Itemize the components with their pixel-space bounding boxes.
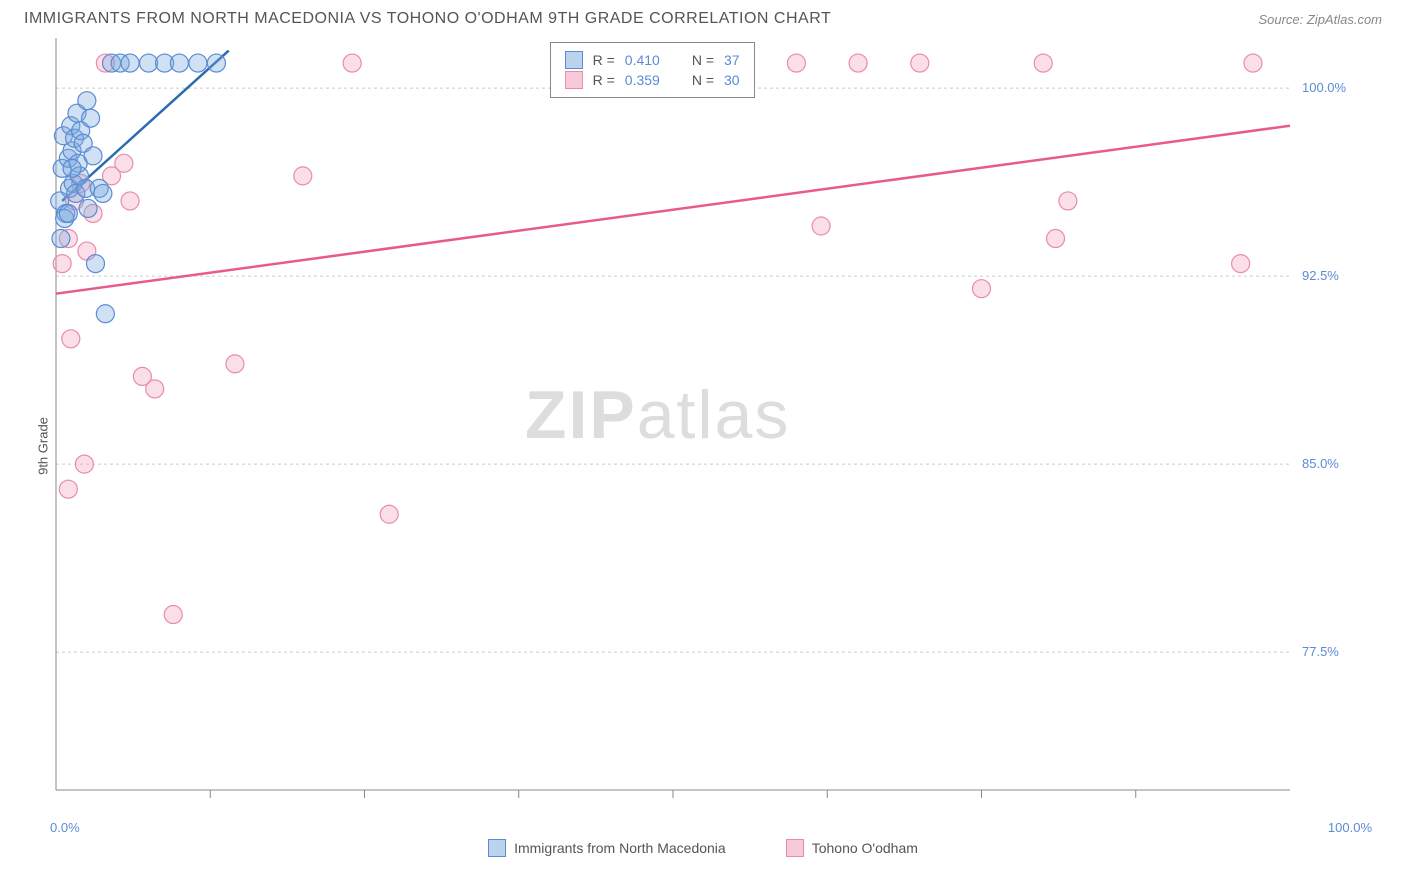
- legend-bottom-label-2: Tohono O'odham: [812, 840, 918, 856]
- r-value-2: 0.359: [625, 72, 660, 88]
- chart-header: IMMIGRANTS FROM NORTH MACEDONIA VS TOHON…: [0, 0, 1406, 34]
- legend-swatch-pink: [565, 71, 583, 89]
- n-value-1: 37: [724, 52, 740, 68]
- chart-container: 77.5%85.0%92.5%100.0% ZIPatlas R = 0.410…: [50, 34, 1396, 814]
- series-legend: Immigrants from North Macedonia Tohono O…: [0, 839, 1406, 857]
- r-label-1: R =: [593, 52, 615, 68]
- chart-title: IMMIGRANTS FROM NORTH MACEDONIA VS TOHON…: [24, 10, 831, 28]
- x-min-label: 0.0%: [50, 820, 80, 835]
- legend-row-series-2: R = 0.359 N = 30: [565, 71, 740, 89]
- scatter-plot-svg: 77.5% 85.0% 92.5% 100.0%: [50, 34, 1370, 814]
- legend-swatch-blue: [565, 51, 583, 69]
- legend-bottom-swatch-pink: [786, 839, 804, 857]
- r-label-2: R =: [593, 72, 615, 88]
- legend-item-2: Tohono O'odham: [786, 839, 918, 857]
- n-value-2: 30: [724, 72, 740, 88]
- legend-bottom-swatch-blue: [488, 839, 506, 857]
- n-label-2: N =: [692, 72, 714, 88]
- legend-row-series-1: R = 0.410 N = 37: [565, 51, 740, 69]
- r-value-1: 0.410: [625, 52, 660, 68]
- legend-item-1: Immigrants from North Macedonia: [488, 839, 726, 857]
- y-axis-label: 9th Grade: [35, 417, 50, 475]
- svg-text:100.0%: 100.0%: [1302, 80, 1347, 95]
- svg-text:77.5%: 77.5%: [1302, 644, 1339, 659]
- svg-text:85.0%: 85.0%: [1302, 456, 1339, 471]
- n-label-1: N =: [692, 52, 714, 68]
- correlation-legend: R = 0.410 N = 37 R = 0.359 N = 30: [550, 42, 755, 98]
- x-axis-range: 0.0% 100.0%: [50, 820, 1372, 835]
- x-max-label: 100.0%: [1328, 820, 1372, 835]
- legend-bottom-label-1: Immigrants from North Macedonia: [514, 840, 726, 856]
- source-attribution: Source: ZipAtlas.com: [1258, 12, 1382, 27]
- svg-text:92.5%: 92.5%: [1302, 268, 1339, 283]
